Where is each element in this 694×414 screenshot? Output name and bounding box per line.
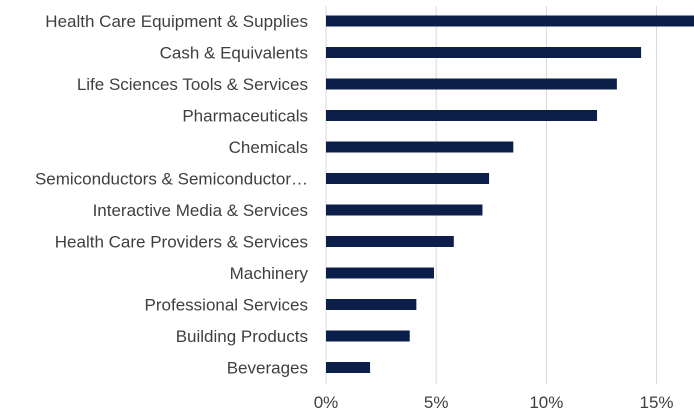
gridlines	[325, 6, 658, 384]
bar	[326, 47, 642, 58]
bar	[326, 362, 371, 373]
bar	[326, 141, 514, 153]
x-tick-labels: 0% 5% 10% 15%	[314, 393, 674, 412]
bar	[326, 330, 410, 342]
category-label: Building Products	[176, 327, 308, 346]
bar	[326, 299, 417, 310]
category-labels: Health Care Equipment & Supplies Cash & E…	[35, 12, 309, 378]
bar	[326, 267, 434, 279]
category-label: Beverages	[227, 359, 308, 378]
bar	[326, 204, 483, 216]
x-tick-label: 5%	[424, 393, 449, 412]
category-label: Pharmaceuticals	[182, 107, 308, 126]
x-tick-label: 15%	[640, 393, 674, 412]
category-label: Health Care Providers & Services	[55, 233, 308, 252]
bars	[326, 15, 694, 373]
category-label: Machinery	[230, 264, 309, 283]
category-label: Life Sciences Tools & Services	[77, 75, 308, 94]
category-label: Professional Services	[145, 296, 308, 315]
bar	[326, 78, 617, 90]
category-label: Chemicals	[229, 138, 308, 157]
category-label: Interactive Media & Services	[93, 201, 308, 220]
bar	[326, 15, 694, 27]
category-label: Cash & Equivalents	[160, 44, 308, 63]
bar	[326, 173, 490, 184]
category-label: Health Care Equipment & Supplies	[45, 12, 308, 31]
bar	[326, 236, 454, 247]
x-tick-label: 10%	[529, 393, 563, 412]
x-tick-label: 0%	[314, 393, 339, 412]
category-label: Semiconductors & Semiconductor…	[35, 170, 308, 189]
bar	[326, 110, 598, 121]
